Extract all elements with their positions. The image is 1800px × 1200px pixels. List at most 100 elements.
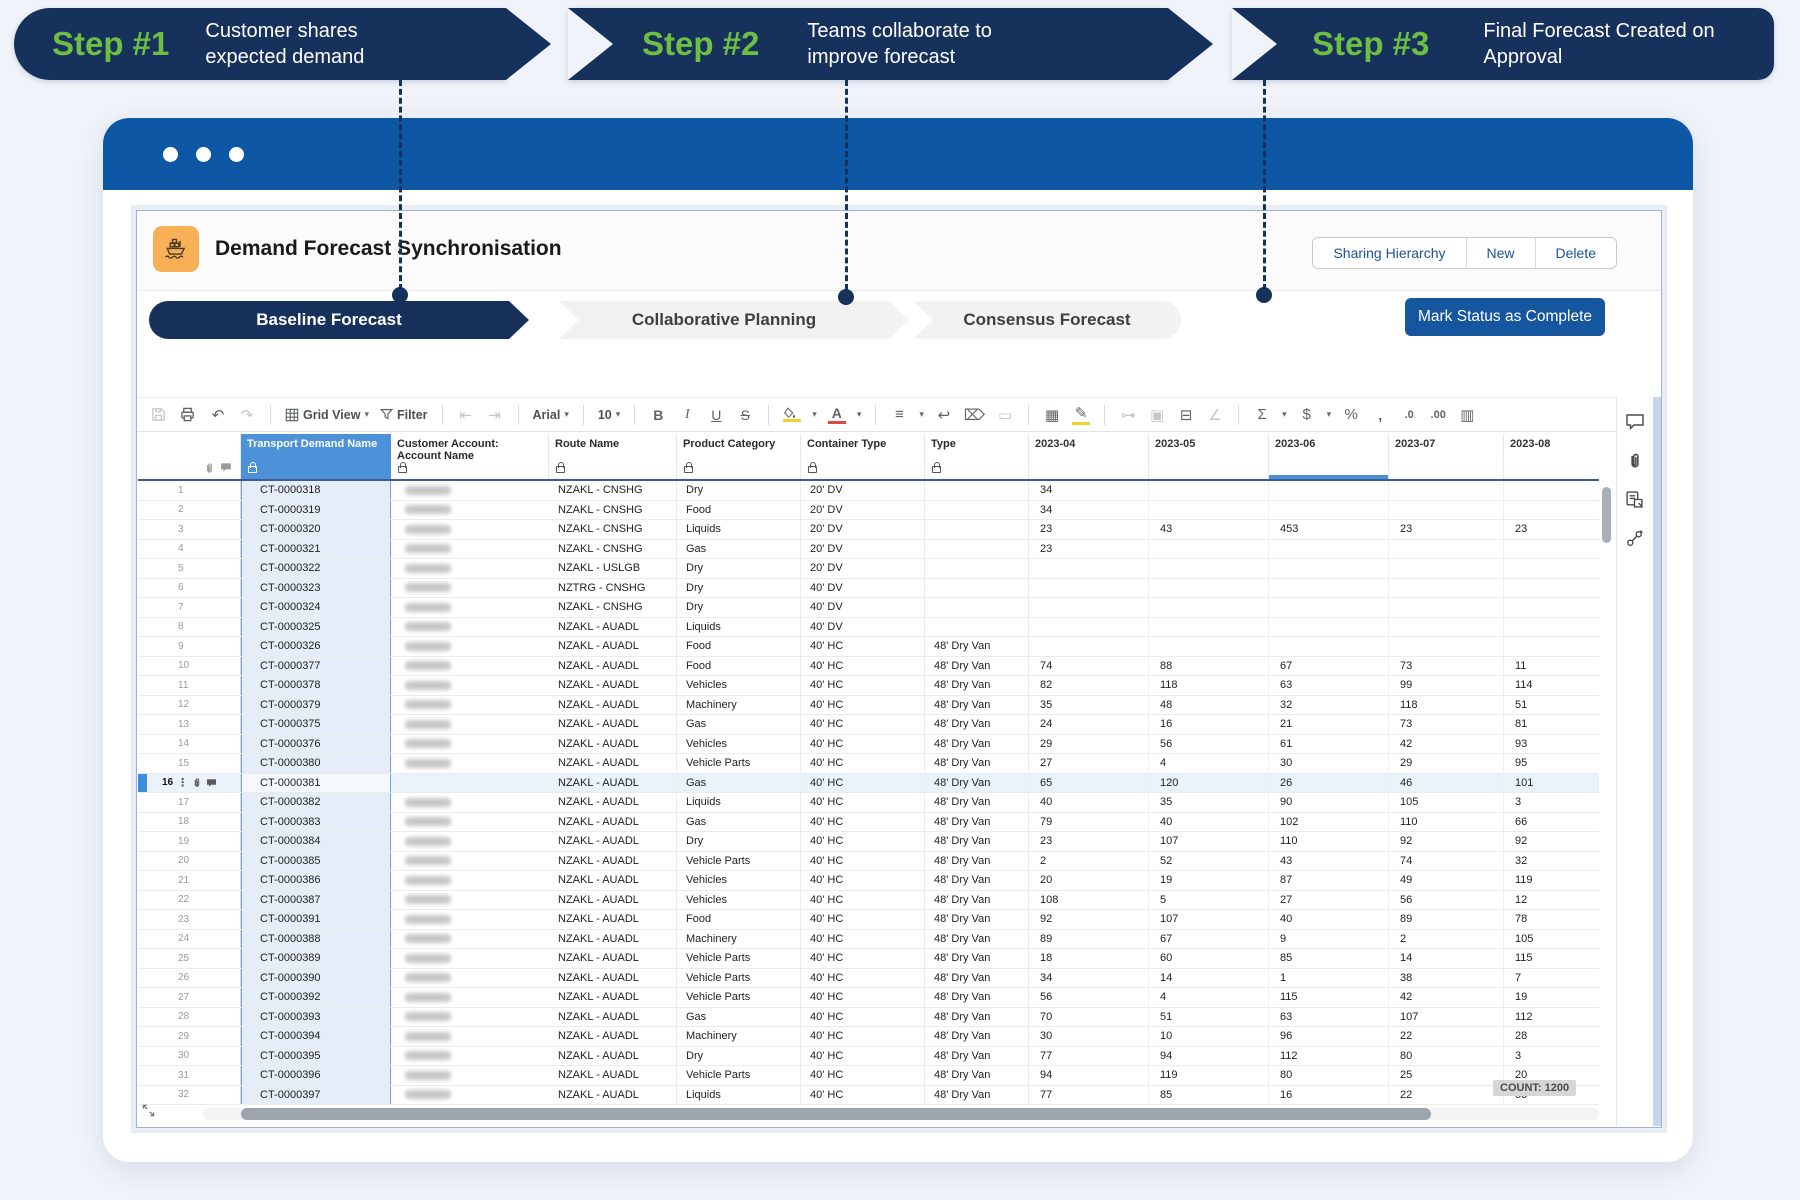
row-number-cell[interactable]: 17 ⋮: [138, 793, 241, 812]
cell-type[interactable]: 48' Dry Van: [925, 1027, 1029, 1046]
row-number-cell[interactable]: 9 ⋮: [138, 637, 241, 656]
cell-2023-04[interactable]: 23: [1029, 520, 1149, 539]
cell-2023-08[interactable]: 78: [1515, 913, 1528, 926]
cell-route-name[interactable]: NZAKL - AUADL: [549, 773, 677, 792]
cell-type[interactable]: 48' Dry Van: [925, 656, 1029, 675]
cell-2023-05[interactable]: [1149, 539, 1269, 558]
cell-route-name[interactable]: NZAKL - AUADL: [549, 1046, 677, 1065]
row-number-cell[interactable]: 22 ⋮: [138, 890, 241, 909]
cell-type[interactable]: 48' Dry Van: [925, 871, 1029, 890]
cell-type[interactable]: 48' Dry Van: [925, 676, 1029, 695]
cell-product-category[interactable]: Food: [677, 656, 801, 675]
cell-type[interactable]: 48' Dry Van: [925, 929, 1029, 948]
column-header-transport-demand-name[interactable]: Transport Demand Name: [241, 434, 391, 479]
row-number-cell[interactable]: 15 ⋮: [138, 754, 241, 773]
cell-2023-05[interactable]: 67: [1149, 929, 1269, 948]
wrap-text-icon[interactable]: ↩: [937, 406, 951, 424]
cell-type[interactable]: 48' Dry Van: [925, 695, 1029, 714]
cell-route-name[interactable]: NZAKL - AUADL: [549, 910, 677, 929]
cell-2023-05[interactable]: 85: [1149, 1085, 1269, 1104]
cell-2023-04[interactable]: 20: [1029, 871, 1149, 890]
cell-container-type[interactable]: 40' HC: [801, 910, 925, 929]
cell-transport-demand-name[interactable]: CT-0000389: [241, 949, 391, 968]
cell-container-type[interactable]: 20' DV: [801, 520, 925, 539]
cell-transport-demand-name[interactable]: CT-0000392: [241, 988, 391, 1007]
cell-2023-04[interactable]: 23: [1029, 539, 1149, 558]
cell-transport-demand-name[interactable]: CT-0000396: [241, 1066, 391, 1085]
table-row[interactable]: 5 ⋮ CT-0000322 NZAKL - USLGB Dry 20' DV: [138, 559, 1599, 579]
table-row[interactable]: 26 ⋮ CT-0000390 NZAKL - AUADL Vehicle Pa…: [138, 968, 1599, 988]
cell-route-name[interactable]: NZAKL - AUADL: [549, 695, 677, 714]
cell-customer-account[interactable]: [391, 871, 549, 890]
cell-type[interactable]: 48' Dry Van: [925, 910, 1029, 929]
cell-2023-05[interactable]: 48: [1149, 695, 1269, 714]
column-header-product-category[interactable]: Product Category: [677, 434, 801, 479]
cell-2023-05[interactable]: 88: [1149, 656, 1269, 675]
cell-2023-07[interactable]: 23: [1389, 520, 1504, 539]
row-number-cell[interactable]: 20 ⋮: [138, 851, 241, 870]
cell-2023-05[interactable]: 60: [1149, 949, 1269, 968]
cell-transport-demand-name[interactable]: CT-0000382: [241, 793, 391, 812]
cell-type[interactable]: 48' Dry Van: [925, 890, 1029, 909]
table-row[interactable]: 29 ⋮ CT-0000394 NZAKL - AUADL Machinery …: [138, 1027, 1599, 1047]
cell-2023-04[interactable]: [1029, 578, 1149, 597]
cell-transport-demand-name[interactable]: CT-0000386: [241, 871, 391, 890]
cell-transport-demand-name[interactable]: CT-0000385: [241, 851, 391, 870]
cell-2023-06[interactable]: [1269, 500, 1389, 519]
cell-2023-04[interactable]: 34: [1029, 968, 1149, 987]
cell-product-category[interactable]: Gas: [677, 539, 801, 558]
cell-2023-07[interactable]: [1389, 578, 1504, 597]
cell-container-type[interactable]: 40' HC: [801, 1046, 925, 1065]
table-row[interactable]: 15 ⋮ CT-0000380 NZAKL - AUADL Vehicle Pa…: [138, 754, 1599, 774]
cell-customer-account[interactable]: [391, 520, 549, 539]
cell-customer-account[interactable]: [391, 852, 549, 871]
cell-2023-04[interactable]: 94: [1029, 1066, 1149, 1085]
row-number-cell[interactable]: 3 ⋮: [138, 520, 241, 539]
cell-2023-07[interactable]: 42: [1389, 734, 1504, 753]
cell-2023-04[interactable]: 89: [1029, 929, 1149, 948]
table-row[interactable]: 23 ⋮ CT-0000391 NZAKL - AUADL Food 40' H…: [138, 910, 1599, 930]
table-row[interactable]: 6 ⋮ CT-0000323 NZTRG - CNSHG Dry 40' DV: [138, 578, 1599, 598]
connection-panel-icon[interactable]: [1625, 529, 1644, 548]
cell-2023-04[interactable]: 24: [1029, 715, 1149, 734]
expand-grid-icon[interactable]: [142, 1104, 155, 1117]
cell-customer-account[interactable]: [391, 949, 549, 968]
font-family-select[interactable]: Arial ▾: [533, 408, 569, 422]
column-header-2023-05[interactable]: 2023-05: [1149, 434, 1269, 479]
cell-transport-demand-name[interactable]: CT-0000384: [241, 832, 391, 851]
row-number-cell[interactable]: 27 ⋮: [138, 988, 241, 1007]
cell-2023-05[interactable]: 118: [1149, 676, 1269, 695]
cell-customer-account[interactable]: [391, 891, 549, 910]
cell-2023-07[interactable]: 22: [1389, 1085, 1504, 1104]
edit-pencil-icon[interactable]: ✎: [1072, 404, 1091, 425]
cell-container-type[interactable]: 40' DV: [801, 578, 925, 597]
row-number-cell[interactable]: 30 ⋮: [138, 1046, 241, 1065]
cell-container-type[interactable]: 40' HC: [801, 871, 925, 890]
cell-product-category[interactable]: Machinery: [677, 695, 801, 714]
cell-product-category[interactable]: Liquids: [677, 617, 801, 636]
cell-route-name[interactable]: NZAKL - CNSHG: [549, 539, 677, 558]
cell-product-category[interactable]: Vehicle Parts: [677, 988, 801, 1007]
cell-2023-06[interactable]: 16: [1269, 1085, 1389, 1104]
print-icon[interactable]: [180, 407, 198, 422]
cell-2023-06[interactable]: 112: [1269, 1046, 1389, 1065]
cell-container-type[interactable]: 40' HC: [801, 734, 925, 753]
kebab-menu-icon[interactable]: ⋮: [177, 777, 189, 790]
cell-customer-account[interactable]: [391, 1086, 549, 1105]
row-number-cell[interactable]: 32 ⋮: [138, 1085, 241, 1104]
insert-link-icon[interactable]: ⊶: [1120, 406, 1136, 424]
row-number-cell[interactable]: 29 ⋮: [138, 1027, 241, 1046]
chevron-down-icon[interactable]: ▾: [812, 409, 817, 419]
cell-2023-07[interactable]: [1389, 481, 1504, 500]
cell-2023-05[interactable]: 16: [1149, 715, 1269, 734]
currency-format-icon[interactable]: $: [1302, 406, 1311, 423]
cell-container-type[interactable]: 40' HC: [801, 1007, 925, 1026]
cell-container-type[interactable]: 40' HC: [801, 1085, 925, 1104]
window-control-icon[interactable]: [163, 147, 178, 162]
percent-format-icon[interactable]: %: [1344, 406, 1358, 423]
cell-type[interactable]: 48' Dry Van: [925, 988, 1029, 1007]
cell-2023-07[interactable]: 73: [1389, 715, 1504, 734]
cell-2023-07[interactable]: 105: [1389, 793, 1504, 812]
cell-2023-06[interactable]: 63: [1269, 676, 1389, 695]
cell-product-category[interactable]: Dry: [677, 1046, 801, 1065]
